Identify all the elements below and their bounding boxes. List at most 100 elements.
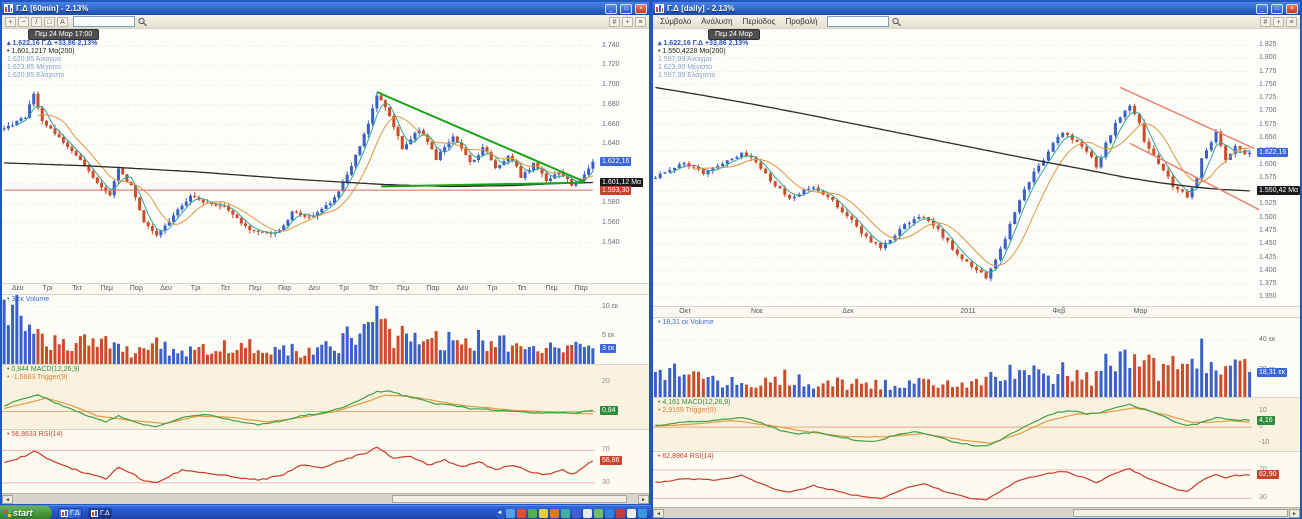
volume-bar bbox=[32, 333, 36, 365]
scroll-left-button[interactable]: ◄ bbox=[653, 508, 664, 518]
rsi-pane-daily[interactable]: 70 30 62,90 bbox=[653, 451, 1300, 508]
scroll-thumb[interactable] bbox=[1073, 509, 1288, 517]
price-pane-daily[interactable]: 1.825 1.800 1.775 1.750 1.725 1.700 1.675 1.650… bbox=[653, 28, 1300, 307]
maximize-button[interactable]: □ bbox=[1271, 3, 1283, 14]
volume-bar bbox=[489, 341, 493, 365]
close-button[interactable]: × bbox=[635, 3, 647, 14]
volume-bar bbox=[883, 379, 887, 398]
minimize-button[interactable]: _ bbox=[605, 3, 617, 14]
trendline-tool-icon[interactable]: / bbox=[31, 16, 42, 27]
tray-icon[interactable] bbox=[594, 508, 603, 518]
candle-body bbox=[687, 163, 691, 167]
volume-bar bbox=[864, 382, 868, 398]
settings-icon[interactable]: ≡ bbox=[635, 16, 646, 27]
settings-icon[interactable]: ≡ bbox=[1286, 16, 1297, 27]
tray-icon[interactable] bbox=[550, 508, 559, 518]
scroll-thumb[interactable] bbox=[392, 495, 627, 503]
tray-icon[interactable] bbox=[605, 508, 614, 518]
volume-bar bbox=[269, 354, 273, 365]
grid-toggle-icon[interactable]: # bbox=[609, 16, 620, 27]
titlebar-60min[interactable]: Γ.Δ [60min] - 2.13% _ □ × bbox=[2, 2, 649, 15]
candle-body bbox=[286, 220, 290, 226]
price-pane-60min[interactable]: 1.7401.7201.7001.6801.6601.6401.6201.600… bbox=[2, 28, 649, 284]
volume-pane-60min[interactable]: 10 εκ 5 εκ 3 εκ bbox=[2, 294, 649, 365]
symbol-input[interactable] bbox=[826, 16, 889, 27]
text-tool-icon[interactable]: A bbox=[57, 16, 68, 27]
shape-tool-icon[interactable]: □ bbox=[44, 16, 55, 27]
menu-view[interactable]: Προβολή bbox=[785, 17, 818, 26]
search-icon[interactable] bbox=[891, 17, 902, 27]
candle-body bbox=[176, 209, 180, 216]
candle-body bbox=[1056, 136, 1060, 144]
candle-body bbox=[421, 130, 425, 135]
taskbar-app-60min[interactable]: Γ.Δ bbox=[58, 507, 82, 519]
candle-body bbox=[138, 197, 142, 211]
tray-icon[interactable] bbox=[528, 508, 537, 518]
candle-body bbox=[36, 93, 40, 108]
volume-bar bbox=[205, 354, 209, 365]
candle-body bbox=[1008, 224, 1012, 240]
candle-body bbox=[974, 266, 978, 270]
tray-icon[interactable] bbox=[627, 508, 636, 518]
candle-body bbox=[783, 188, 787, 195]
x-tick-label: Μαρ bbox=[1133, 308, 1148, 315]
scroll-right-button[interactable]: ► bbox=[638, 494, 649, 504]
zoom-in-icon[interactable]: + bbox=[622, 16, 633, 27]
y-tick-label: 1.580 bbox=[602, 199, 620, 207]
macd-pane-60min[interactable]: 2000,84 bbox=[2, 364, 649, 430]
candle-body bbox=[19, 118, 23, 121]
zoom-in-icon[interactable]: + bbox=[1273, 16, 1284, 27]
candle-body bbox=[912, 219, 916, 224]
volume-bar bbox=[23, 331, 27, 365]
volume-bar bbox=[1243, 359, 1247, 398]
taskbar-app-daily[interactable]: Γ.Δ bbox=[88, 507, 112, 519]
macd-pane-daily[interactable]: 10 0 -10 4,16 bbox=[653, 397, 1300, 452]
candle-body bbox=[941, 228, 945, 238]
volume-bar bbox=[19, 315, 23, 365]
menu-analysis[interactable]: Ανάλυση bbox=[701, 17, 733, 26]
volume-bar bbox=[1109, 365, 1113, 398]
rsi-pane-60min[interactable]: 70 30 56,86 bbox=[2, 429, 649, 494]
tray-icon[interactable] bbox=[583, 508, 592, 518]
titlebar-daily[interactable]: Γ.Δ [daily] - 2.13% _ □ × bbox=[653, 2, 1300, 15]
search-icon[interactable] bbox=[137, 17, 148, 27]
h-scrollbar[interactable]: ◄ ► bbox=[2, 493, 649, 504]
h-scrollbar[interactable]: ◄ ► bbox=[653, 507, 1300, 518]
candle-body bbox=[523, 172, 527, 179]
volume-bar bbox=[1085, 372, 1089, 398]
candle-body bbox=[1224, 145, 1228, 160]
maximize-button[interactable]: □ bbox=[620, 3, 632, 14]
tray-icon[interactable] bbox=[638, 508, 647, 518]
zoom-out-icon[interactable]: − bbox=[18, 16, 29, 27]
tray-icon[interactable] bbox=[539, 508, 548, 518]
minimize-button[interactable]: _ bbox=[1256, 3, 1268, 14]
x-tick-label: Τετ bbox=[368, 285, 379, 292]
scroll-left-button[interactable]: ◄ bbox=[2, 494, 13, 504]
tray-icon[interactable] bbox=[517, 508, 526, 518]
scroll-right-button[interactable]: ► bbox=[1289, 508, 1300, 518]
menu-symbol[interactable]: Σύμβολο bbox=[660, 17, 692, 26]
candle-body bbox=[735, 157, 739, 159]
volume-bar bbox=[855, 378, 859, 398]
start-button[interactable]: start bbox=[0, 506, 52, 519]
close-button[interactable]: × bbox=[1286, 3, 1298, 14]
cursor-tool-icon[interactable]: + bbox=[5, 16, 16, 27]
symbol-input[interactable] bbox=[73, 16, 135, 27]
tray-icon[interactable] bbox=[572, 508, 581, 518]
candle-body bbox=[1204, 150, 1208, 159]
volume-bar bbox=[974, 378, 978, 398]
tray-icon[interactable] bbox=[506, 508, 515, 518]
tray-icon[interactable] bbox=[561, 508, 570, 518]
candle-body bbox=[879, 243, 883, 249]
volume-bar bbox=[142, 348, 146, 365]
tray-icon[interactable] bbox=[616, 508, 625, 518]
candle-body bbox=[74, 151, 78, 156]
candle-body bbox=[1142, 122, 1146, 142]
tray-collapse-chevron[interactable]: ◄ bbox=[495, 507, 504, 519]
candle-body bbox=[489, 152, 493, 161]
volume-bar bbox=[1037, 369, 1041, 398]
menu-period[interactable]: Περίοδος bbox=[742, 17, 776, 26]
volume-bar bbox=[273, 346, 277, 365]
grid-toggle-icon[interactable]: # bbox=[1260, 16, 1271, 27]
